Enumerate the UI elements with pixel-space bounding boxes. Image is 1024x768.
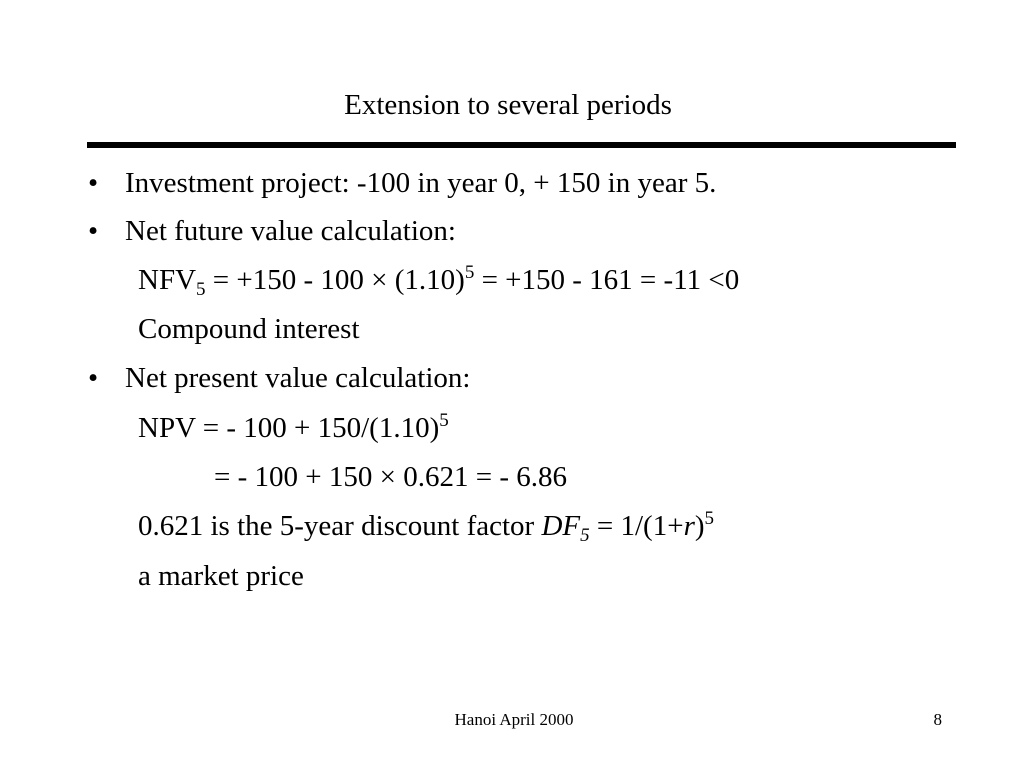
discount-factor-line: 0.621 is the 5-year discount factor DF5 … <box>138 508 715 546</box>
bullet-marker: • <box>88 167 99 199</box>
bullet-net-present-value: Net present value calculation: <box>125 362 471 394</box>
df-symbol: DF <box>541 510 581 542</box>
bullet-net-future-value: Net future value calculation: <box>125 215 456 247</box>
title-divider <box>87 142 956 148</box>
page-number: 8 <box>933 710 943 729</box>
slide-title: Extension to several periods <box>344 89 672 121</box>
discount-factor-text: 0.621 is the 5-year discount factor <box>138 510 542 542</box>
market-price-note: a market price <box>138 560 304 592</box>
bullet-marker: • <box>88 215 99 247</box>
nfv-expression: = +150 - 100 × (1.10) <box>205 264 465 296</box>
nfv-label: NFV <box>138 264 197 296</box>
bullet-marker: • <box>88 362 99 394</box>
df-subscript: 5 <box>580 525 590 546</box>
compound-interest-note: Compound interest <box>138 313 360 345</box>
nfv-subscript: 5 <box>196 279 206 300</box>
df-exponent: 5 <box>704 508 715 529</box>
df-close-paren: ) <box>694 510 705 542</box>
npv-formula-line1: NPV = - 100 + 150/(1.10)5 <box>138 410 449 446</box>
nfv-result: = +150 - 161 = -11 <0 <box>474 264 740 296</box>
footer-text: Hanoi April 2000 <box>454 710 574 729</box>
bullet-investment-project: Investment project: -100 in year 0, + 15… <box>125 167 717 199</box>
df-rate-symbol: r <box>683 510 695 542</box>
npv-formula-line2: = - 100 + 150 × 0.621 = - 6.86 <box>214 461 567 493</box>
nfv-formula: NFV5 = +150 - 100 × (1.10)5 = +150 - 161… <box>138 262 740 300</box>
nfv-exponent: 5 <box>464 262 475 283</box>
df-equation: = 1/(1+ <box>589 510 684 542</box>
npv-expression: NPV = - 100 + 150/(1.10) <box>138 412 440 444</box>
npv-exponent: 5 <box>439 410 449 431</box>
